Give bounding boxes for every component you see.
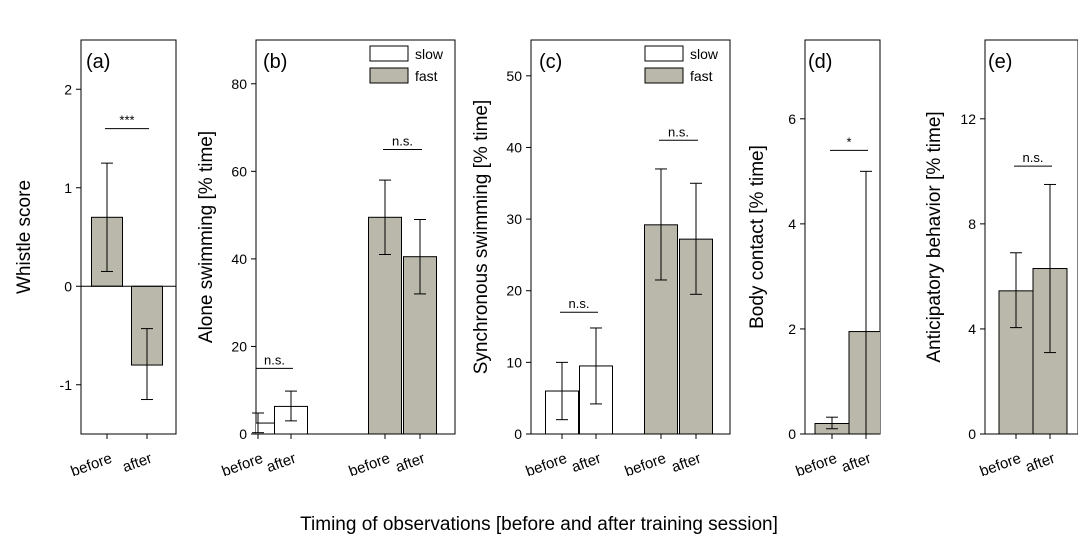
plot-frame	[80, 39, 177, 435]
panel-c: 0 10 20 30 40 50 Synchronous swimming [% time]…	[471, 39, 731, 481]
error-bar	[252, 412, 264, 434]
legend-swatch-slow	[644, 45, 684, 62]
y-axis-label: Synchronous swimming [% time]	[471, 100, 492, 375]
y-tick-label: 10	[506, 354, 522, 370]
significance-label: n.s.	[569, 296, 590, 311]
error-bar	[590, 327, 602, 405]
error-bar	[1044, 183, 1056, 354]
significance-label: ***	[119, 113, 134, 128]
panel-d: 0 2 4 6 Body contact [% time] (d) before after *	[747, 39, 881, 481]
x-tick-label: after	[393, 450, 427, 476]
error-bar	[655, 168, 667, 281]
error-bar	[414, 218, 426, 295]
y-tick-label: 0	[239, 426, 247, 442]
y-tick-label: 0	[514, 426, 522, 442]
x-tick-label: after	[839, 450, 873, 476]
error-bar	[285, 390, 297, 422]
y-tick-label: 0	[64, 278, 72, 294]
x-tick-label: before	[794, 450, 840, 481]
y-tick-label: 4	[968, 321, 976, 337]
x-tick-label: after	[264, 450, 298, 476]
y-tick-label: 4	[788, 216, 796, 232]
legend-label-fast: fast	[415, 68, 438, 84]
panel-e: 0 4 8 12 Anticipatory behavior [% time] (e) be…	[924, 39, 1078, 481]
y-tick-label: 2	[64, 81, 72, 97]
panel-letter: (d)	[808, 51, 832, 73]
x-tick-label: before	[623, 450, 669, 481]
y-axis-label: Alone swimming [% time]	[196, 131, 217, 343]
bars	[545, 224, 713, 434]
x-tick-label: before	[347, 450, 393, 481]
y-tick-label: 0	[788, 426, 796, 442]
panel-letter: (a)	[86, 51, 110, 73]
significance-label: *	[846, 134, 851, 149]
panel-b: 0 20 40 60 80 Alone swimming [% time] (b) befor…	[196, 39, 456, 481]
x-tick-label: before	[524, 450, 570, 481]
panel-letter: (e)	[988, 51, 1012, 73]
y-tick-label: 20	[506, 283, 522, 299]
bars	[256, 216, 437, 434]
plot-frame	[255, 39, 456, 435]
legend: slow fast	[644, 45, 719, 84]
y-tick-label: 30	[506, 211, 522, 227]
y-axis-label: Body contact [% time]	[747, 145, 768, 329]
y-tick-label: 40	[231, 251, 247, 267]
x-tick-label: before	[220, 450, 266, 481]
significance-label: n.s.	[392, 133, 413, 148]
y-tick-label: 80	[231, 76, 247, 92]
panel-letter: (c)	[539, 51, 562, 73]
legend: slow fast	[369, 45, 444, 84]
error-bar	[690, 182, 702, 295]
y-tick-label: 6	[788, 111, 796, 127]
error-bar	[101, 162, 113, 272]
legend-label-fast: fast	[690, 68, 713, 84]
x-tick-label: after	[669, 450, 703, 476]
significance-label: n.s.	[1023, 150, 1044, 165]
bar-fast	[848, 331, 880, 434]
legend-swatch-fast	[369, 67, 409, 84]
panel-a: -1 0 1 2 Whistle score (a) before after ***	[14, 39, 177, 481]
x-tick-label: after	[569, 450, 603, 476]
bars	[998, 268, 1068, 434]
y-tick-label: 40	[506, 139, 522, 155]
legend-swatch-fast	[644, 67, 684, 84]
y-tick-label: 1	[64, 180, 72, 196]
legend-swatch-slow	[369, 45, 409, 62]
error-bar	[826, 416, 838, 430]
legend-label-slow: slow	[690, 46, 719, 62]
y-tick-label: 12	[960, 111, 976, 127]
error-bar	[379, 179, 391, 256]
y-tick-label: 60	[231, 163, 247, 179]
bars	[91, 216, 163, 366]
plot-frame	[530, 39, 731, 435]
y-tick-label: 0	[968, 426, 976, 442]
y-tick-label: -1	[60, 377, 73, 393]
y-tick-label: 20	[231, 338, 247, 354]
y-axis-label: Whistle score	[14, 180, 35, 294]
y-tick-label: 50	[506, 68, 522, 84]
x-tick-label: before	[69, 450, 115, 481]
y-tick-label: 8	[968, 216, 976, 232]
bars	[814, 331, 880, 434]
y-tick-label: 2	[788, 321, 796, 337]
error-bar	[556, 361, 568, 421]
x-tick-label: after	[120, 450, 154, 476]
x-axis-title: Timing of observations [before and after…	[300, 514, 778, 535]
y-axis-label: Anticipatory behavior [% time]	[924, 111, 945, 362]
error-bar	[141, 328, 153, 401]
significance-label: n.s.	[668, 124, 689, 139]
legend-label-slow: slow	[415, 46, 444, 62]
x-tick-label: after	[1023, 450, 1057, 476]
error-bar	[1010, 252, 1022, 329]
x-tick-label: before	[978, 450, 1024, 481]
panel-letter: (b)	[263, 51, 287, 73]
significance-label: n.s.	[264, 352, 285, 367]
